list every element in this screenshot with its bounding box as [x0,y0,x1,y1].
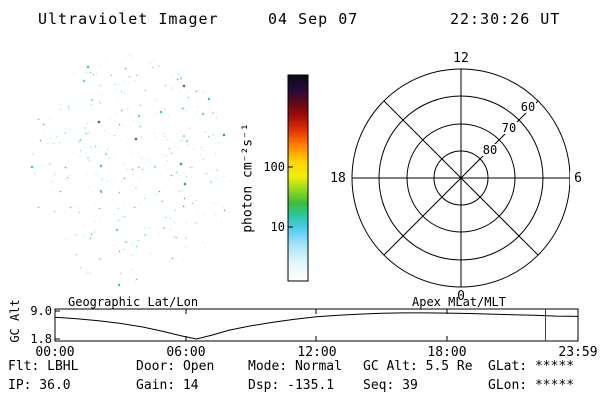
status-gc-alt: GC Alt: 5.5 Re [363,359,473,374]
status-seq: Seq: 39 [363,378,418,393]
polar-ring-label-70: 70 [501,121,517,135]
orbit-left-title: Geographic Lat/Lon [68,295,199,309]
status-glon: GLon: ***** [488,378,575,393]
colorbar [287,74,309,282]
colorbar-gradient [287,74,309,282]
status-door: Door: Open [136,359,215,374]
polar-label-12: 12 [453,51,469,66]
polar-label-6: 6 [570,171,586,186]
header-title: Ultraviolet Imager [38,10,219,28]
header-time: 22:30:26 UT [450,10,561,28]
status-glat: GLat: ***** [488,359,575,374]
y-tick-label-1-8: 1.8 [30,332,52,346]
status-flt: Flt: LBHL [8,359,79,374]
colorbar-unit-label: photon cm⁻²s⁻¹ [240,123,256,233]
polar-ring-label-80: 80 [482,143,498,157]
polar-grid [351,68,571,288]
header-date: 04 Sep 07 [268,10,359,28]
status-mode: Mode: Normal [248,359,342,374]
gc-alt-curve [54,312,578,340]
status-dsp: Dsp: -135.1 [248,378,335,393]
colorbar-tick-label-10: 10 [270,220,285,234]
polar-label-0: 0 [453,289,469,304]
x-tick-label-1800: 18:00 [427,345,467,360]
orbit-y-axis-label: GC Alt [8,299,22,343]
orbit-right-title: Apex MLat/MLT [412,295,506,309]
polar-ring-label-60: 60 [520,100,536,114]
x-tick-label-0000: 00:00 [35,345,75,360]
polar-label-18: 18 [330,171,346,186]
x-tick-label-1200: 12:00 [297,345,337,360]
orbit-plot [54,308,579,342]
x-tick-label-0600: 06:00 [166,345,206,360]
colorbar-tick-label-100: 100 [263,160,285,174]
status-gain: Gain: 14 [136,378,199,393]
x-tick-label-2359: 23:59 [558,345,598,360]
y-tick-label-9: 9.0 [30,304,52,318]
uv-image [25,50,235,300]
status-ip: IP: 36.0 [8,378,71,393]
